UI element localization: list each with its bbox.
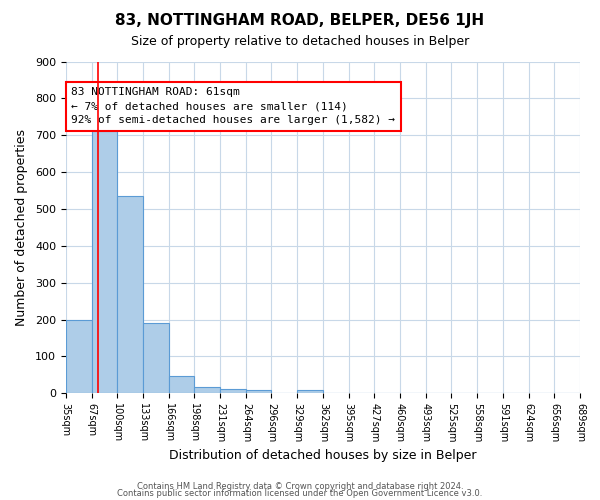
Y-axis label: Number of detached properties: Number of detached properties (15, 129, 28, 326)
Bar (117, 196, 143, 394)
Text: 83 NOTTINGHAM ROAD: 61sqm
← 7% of detached houses are smaller (114)
92% of semi-: 83 NOTTINGHAM ROAD: 61sqm ← 7% of detach… (71, 88, 395, 126)
Text: 83, NOTTINGHAM ROAD, BELPER, DE56 1JH: 83, NOTTINGHAM ROAD, BELPER, DE56 1JH (115, 12, 485, 28)
Text: Contains HM Land Registry data © Crown copyright and database right 2024.: Contains HM Land Registry data © Crown c… (137, 482, 463, 491)
Bar (143, 322, 169, 394)
Bar (246, 390, 271, 394)
Bar (92, 131, 117, 394)
Bar (297, 390, 323, 394)
Bar (220, 388, 246, 394)
X-axis label: Distribution of detached houses by size in Belper: Distribution of detached houses by size … (169, 450, 476, 462)
Text: Contains public sector information licensed under the Open Government Licence v3: Contains public sector information licen… (118, 489, 482, 498)
Bar (169, 376, 194, 394)
Bar (194, 386, 220, 394)
Bar (66, 320, 92, 394)
Text: Size of property relative to detached houses in Belper: Size of property relative to detached ho… (131, 35, 469, 48)
